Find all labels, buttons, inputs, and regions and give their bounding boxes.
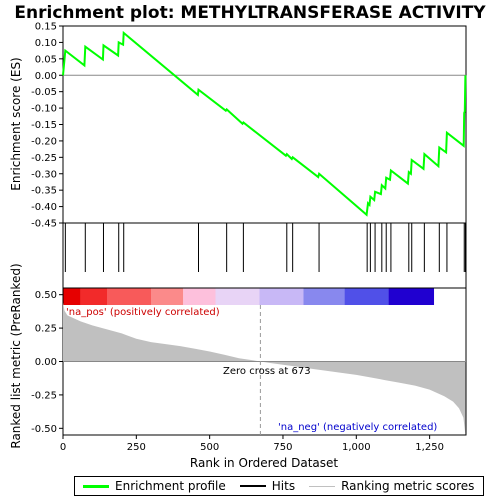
es-y-tick-label: 0.00 — [35, 71, 57, 82]
metric-y-axis-label: Ranked list metric (PreRanked) — [9, 263, 23, 448]
x-axis-label: Rank in Ordered Dataset — [190, 456, 338, 470]
chart-title: Enrichment plot: METHYLTRANSFERASE ACTIV… — [14, 3, 486, 23]
es-y-tick-label: -0.45 — [31, 219, 57, 230]
metric-y-tick-label: -0.50 — [31, 424, 57, 435]
es-y-tick-label: -0.40 — [31, 202, 57, 213]
color-bar-segment — [215, 288, 260, 305]
legend-swatch-metric — [309, 485, 336, 487]
color-bar-segment — [259, 288, 304, 305]
metric-y-tick-label: 0.50 — [35, 290, 57, 301]
es-y-axis-label: Enrichment score (ES) — [9, 57, 23, 190]
metric-y-tick-label: 0.00 — [35, 357, 57, 368]
es-panel-frame — [62, 25, 467, 224]
ranking-metric-area — [63, 302, 466, 435]
rank-color-bar — [63, 288, 435, 305]
es-y-tick-label: -0.05 — [31, 87, 57, 98]
color-bar-segment — [150, 288, 184, 305]
x-tick-label: 500 — [200, 442, 219, 453]
es-y-tick-label: -0.30 — [31, 169, 57, 180]
legend-swatch-enrichment — [83, 484, 109, 488]
hits-marks — [64, 223, 466, 272]
legend-item-hits: Hits — [239, 479, 296, 493]
es-y-tick-label: 0.10 — [35, 38, 57, 49]
legend-label-enrichment: Enrichment profile — [115, 479, 226, 493]
legend: Enrichment profile Hits Ranking metric s… — [74, 476, 484, 496]
es-y-tick-label: -0.15 — [31, 120, 57, 131]
x-ticks: 0 250 500 750 1,000 1,250 — [60, 435, 444, 453]
metric-y-tick-label: -0.25 — [31, 390, 57, 401]
zero-cross-label: Zero cross at 673 — [223, 366, 311, 377]
legend-label-hits: Hits — [271, 479, 296, 493]
negative-correlation-label: 'na_neg' (negatively correlated) — [278, 422, 437, 433]
enrichment-profile-line — [62, 30, 467, 217]
x-tick-label: 1,000 — [342, 442, 371, 453]
es-y-ticks: 0.15 0.10 0.05 0.00 -0.05 -0.10 -0.15 -0.20 -0.2… — [31, 22, 63, 230]
x-tick-label: 1,250 — [415, 442, 444, 453]
x-tick-label: 250 — [127, 442, 146, 453]
es-y-tick-label: 0.05 — [35, 54, 57, 65]
legend-item-enrichment: Enrichment profile — [83, 479, 226, 493]
legend-swatch-hits — [239, 485, 266, 487]
legend-item-metric: Ranking metric scores — [309, 479, 474, 493]
color-bar-segment — [63, 288, 81, 305]
color-bar-segment — [183, 288, 216, 305]
es-y-tick-label: -0.25 — [31, 153, 57, 164]
es-y-tick-label: 0.15 — [35, 22, 57, 33]
x-tick-label: 750 — [273, 442, 292, 453]
es-y-tick-label: -0.10 — [31, 104, 57, 115]
es-y-tick-label: -0.20 — [31, 136, 57, 147]
color-bar-segment — [80, 288, 107, 305]
color-bar-segment — [106, 288, 151, 305]
color-bar-segment — [303, 288, 345, 305]
metric-y-tick-label: 0.25 — [35, 324, 57, 335]
color-bar-segment — [344, 288, 389, 305]
metric-y-ticks: 0.50 0.25 0.00 -0.25 -0.50 — [31, 290, 63, 435]
positive-correlation-label: 'na_pos' (positively correlated) — [66, 307, 220, 318]
color-bar-segment — [388, 288, 435, 305]
es-y-tick-label: -0.35 — [31, 186, 57, 197]
x-tick-label: 0 — [60, 442, 66, 453]
legend-label-metric: Ranking metric scores — [341, 479, 475, 493]
